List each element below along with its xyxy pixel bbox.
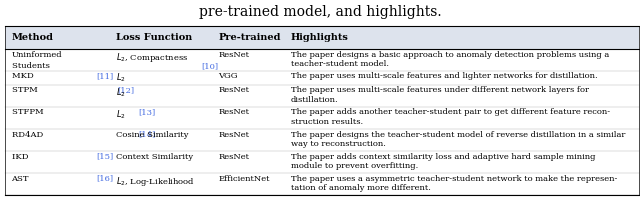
Text: $L_2$: $L_2$ bbox=[116, 86, 125, 99]
Text: $L_2$: $L_2$ bbox=[116, 108, 125, 121]
Text: Students: Students bbox=[12, 62, 52, 70]
Text: [16]: [16] bbox=[96, 175, 113, 183]
Text: STPM: STPM bbox=[12, 86, 40, 94]
Text: Uninformed: Uninformed bbox=[12, 51, 62, 59]
Text: ResNet: ResNet bbox=[218, 153, 249, 161]
Text: [10]: [10] bbox=[202, 62, 219, 70]
Text: ResNet: ResNet bbox=[218, 86, 249, 94]
Text: ResNet: ResNet bbox=[218, 51, 249, 59]
Text: The paper adds another teacher-student pair to get different feature recon-
stru: The paper adds another teacher-student p… bbox=[291, 108, 610, 126]
Text: [14]: [14] bbox=[138, 131, 156, 139]
Text: STFPM: STFPM bbox=[12, 108, 46, 116]
Text: Highlights: Highlights bbox=[291, 33, 348, 42]
Text: Context Similarity: Context Similarity bbox=[116, 153, 193, 161]
Text: $L_2$: $L_2$ bbox=[116, 72, 125, 84]
Text: RD4AD: RD4AD bbox=[12, 131, 45, 139]
Text: EfficientNet: EfficientNet bbox=[218, 175, 269, 183]
Text: [11]: [11] bbox=[96, 72, 113, 80]
Text: Loss Function: Loss Function bbox=[116, 33, 192, 42]
Text: The paper uses multi-scale features under different network layers for
distillat: The paper uses multi-scale features unde… bbox=[291, 86, 589, 103]
Text: The paper uses multi-scale features and lighter networks for distillation.: The paper uses multi-scale features and … bbox=[291, 72, 597, 80]
Text: pre-trained model, and highlights.: pre-trained model, and highlights. bbox=[198, 5, 442, 19]
Text: [15]: [15] bbox=[96, 153, 113, 161]
Text: MKD: MKD bbox=[12, 72, 36, 80]
Text: $L_2$, Compactness: $L_2$, Compactness bbox=[116, 51, 188, 63]
Text: $L_2$, Log-Likelihood: $L_2$, Log-Likelihood bbox=[116, 175, 195, 188]
Text: ResNet: ResNet bbox=[218, 108, 249, 116]
Bar bbox=[5, 26, 639, 49]
Text: The paper designs the teacher-student model of reverse distillation in a similar: The paper designs the teacher-student mo… bbox=[291, 131, 625, 148]
Text: VGG: VGG bbox=[218, 72, 237, 80]
Text: [13]: [13] bbox=[138, 108, 156, 116]
Text: IKD: IKD bbox=[12, 153, 31, 161]
Text: The paper designs a basic approach to anomaly detection problems using a
teacher: The paper designs a basic approach to an… bbox=[291, 51, 609, 68]
Text: Cosine Similarity: Cosine Similarity bbox=[116, 131, 188, 139]
Text: [12]: [12] bbox=[117, 86, 134, 94]
Text: AST: AST bbox=[12, 175, 31, 183]
Text: Pre-trained: Pre-trained bbox=[218, 33, 281, 42]
Text: The paper uses a asymmetric teacher-student network to make the represen-
tation: The paper uses a asymmetric teacher-stud… bbox=[291, 175, 617, 192]
Text: Method: Method bbox=[12, 33, 54, 42]
Text: ResNet: ResNet bbox=[218, 131, 249, 139]
Text: The paper adds context similarity loss and adaptive hard sample mining
module to: The paper adds context similarity loss a… bbox=[291, 153, 595, 170]
